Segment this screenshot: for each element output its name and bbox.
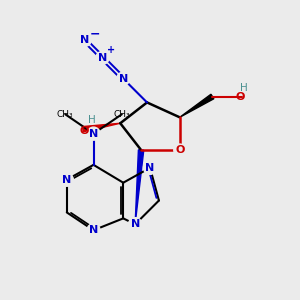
Text: N: N — [89, 129, 98, 139]
Circle shape — [143, 161, 157, 174]
Circle shape — [174, 144, 186, 156]
Text: −: − — [90, 28, 100, 40]
Text: O: O — [175, 145, 184, 155]
Text: N: N — [118, 74, 128, 84]
Circle shape — [129, 218, 142, 231]
Circle shape — [78, 34, 91, 46]
Text: N: N — [62, 175, 71, 185]
Circle shape — [129, 218, 142, 231]
Text: O: O — [236, 92, 245, 101]
Text: H: H — [240, 82, 248, 93]
Text: +: + — [107, 45, 116, 56]
Text: N: N — [89, 225, 98, 235]
Text: N: N — [146, 163, 154, 173]
Polygon shape — [83, 123, 120, 132]
Text: CH₃: CH₃ — [113, 110, 130, 119]
Text: N: N — [98, 53, 107, 63]
Text: N: N — [130, 219, 140, 229]
Text: H: H — [88, 115, 96, 125]
Circle shape — [96, 51, 109, 64]
Circle shape — [87, 127, 100, 140]
Text: O: O — [80, 126, 89, 136]
Polygon shape — [135, 150, 144, 224]
Polygon shape — [180, 94, 214, 117]
Circle shape — [117, 72, 130, 85]
Text: N: N — [80, 35, 89, 45]
Text: CH₃: CH₃ — [57, 110, 74, 119]
Circle shape — [87, 224, 100, 237]
Text: N: N — [130, 219, 140, 229]
Circle shape — [60, 173, 73, 186]
